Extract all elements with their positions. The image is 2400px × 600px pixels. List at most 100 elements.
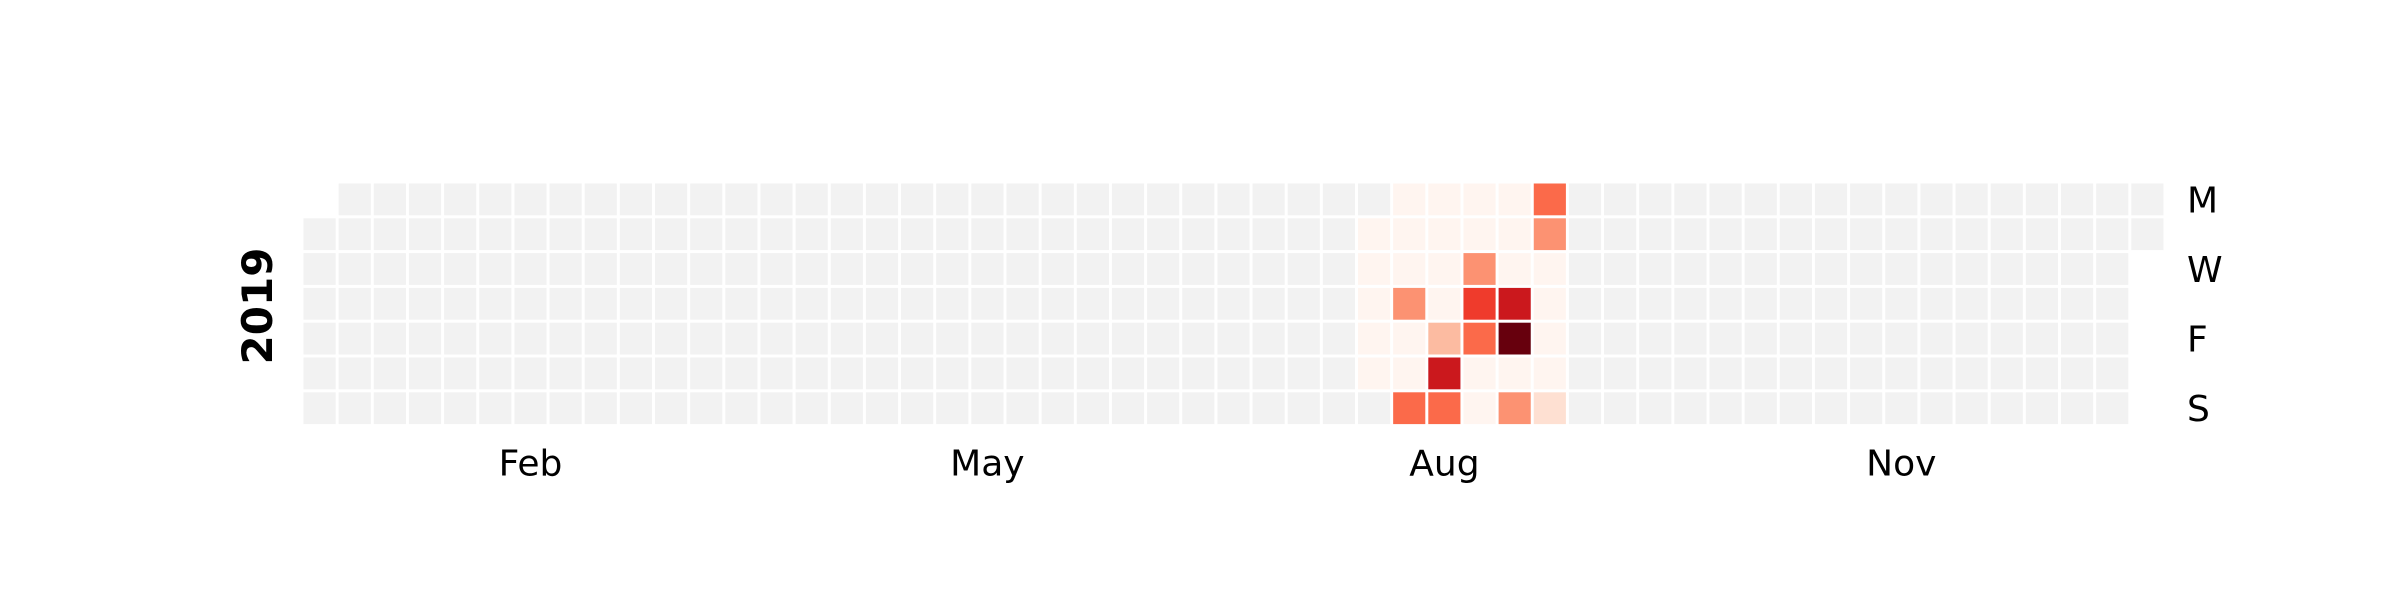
day-cell xyxy=(1568,253,1602,285)
day-cell xyxy=(830,322,863,355)
day-cell xyxy=(1252,183,1285,216)
day-cell xyxy=(1217,218,1250,251)
day-cell xyxy=(584,287,617,320)
day-cell xyxy=(1006,218,1039,251)
month-label: Aug xyxy=(1409,444,1479,485)
day-cell xyxy=(479,218,512,251)
day-cell xyxy=(1850,287,1883,320)
day-cell xyxy=(338,253,371,285)
day-cell xyxy=(549,392,582,425)
day-cell xyxy=(1850,218,1883,251)
day-cell xyxy=(690,183,723,216)
day-cell xyxy=(1850,357,1883,390)
day-cell xyxy=(1639,218,1672,251)
day-cell xyxy=(865,218,899,251)
day-cell xyxy=(795,183,828,216)
day-cell xyxy=(1709,218,1742,251)
day-cell xyxy=(1393,322,1426,355)
day-cell xyxy=(760,392,793,425)
day-cell xyxy=(1076,183,1109,216)
day-cell xyxy=(1779,183,1812,216)
day-cell xyxy=(1498,392,1531,425)
day-cell xyxy=(1358,287,1391,320)
day-cell xyxy=(1639,253,1672,285)
day-cell xyxy=(1498,287,1531,320)
day-cell xyxy=(936,218,969,251)
day-cell xyxy=(1463,253,1496,285)
day-cell xyxy=(1814,253,1848,285)
day-cell xyxy=(1252,392,1285,425)
day-cell xyxy=(1604,218,1637,251)
day-cell xyxy=(1990,253,2023,285)
day-cell xyxy=(1428,357,1461,390)
day-cell xyxy=(303,218,336,251)
day-cell xyxy=(1041,253,1074,285)
weekday-label: F xyxy=(2187,320,2208,361)
day-cell xyxy=(901,392,934,425)
day-cell xyxy=(1639,322,1672,355)
day-cell xyxy=(1076,253,1109,285)
day-cell xyxy=(1428,287,1461,320)
day-cell xyxy=(1006,183,1039,216)
day-cell xyxy=(1955,287,1988,320)
day-cell xyxy=(619,183,652,216)
day-cell xyxy=(514,287,547,320)
day-cell xyxy=(655,218,688,251)
day-cell xyxy=(690,322,723,355)
day-cell xyxy=(1744,392,1777,425)
day-cell xyxy=(338,357,371,390)
day-cell xyxy=(1076,357,1109,390)
day-cell xyxy=(1006,287,1039,320)
day-cell xyxy=(1182,322,1215,355)
day-cell xyxy=(971,322,1004,355)
day-cell xyxy=(901,322,934,355)
day-cell xyxy=(444,253,477,285)
day-cell xyxy=(1990,218,2023,251)
day-cell xyxy=(1217,322,1250,355)
day-cell xyxy=(1885,183,1918,216)
day-cell xyxy=(1463,183,1496,216)
day-cell xyxy=(1744,218,1777,251)
day-cell xyxy=(795,287,828,320)
day-cell xyxy=(830,218,863,251)
day-cell xyxy=(1322,322,1355,355)
day-cell xyxy=(1920,392,1953,425)
weekday-label: W xyxy=(2187,250,2223,291)
day-cell xyxy=(2096,287,2129,320)
day-cell xyxy=(2025,392,2058,425)
day-cell xyxy=(1850,392,1883,425)
day-cell xyxy=(760,253,793,285)
day-cell xyxy=(1287,392,1320,425)
day-cell xyxy=(1533,218,1566,251)
day-cell xyxy=(1533,253,1566,285)
day-cell xyxy=(1041,322,1074,355)
day-cell xyxy=(584,322,617,355)
day-cell xyxy=(1955,253,1988,285)
day-cell xyxy=(1814,357,1848,390)
day-cell xyxy=(1604,322,1637,355)
day-cell xyxy=(1955,218,1988,251)
day-cell xyxy=(865,322,899,355)
day-cell xyxy=(1041,357,1074,390)
heatmap-cells xyxy=(303,183,2164,425)
day-cell xyxy=(1111,183,1145,216)
day-cell xyxy=(1850,322,1883,355)
month-label: Nov xyxy=(1866,444,1936,485)
month-label: May xyxy=(950,444,1024,485)
day-cell xyxy=(303,322,336,355)
day-cell xyxy=(971,183,1004,216)
day-cell xyxy=(655,322,688,355)
day-cell xyxy=(1674,218,1707,251)
day-cell xyxy=(1006,322,1039,355)
day-cell xyxy=(1006,392,1039,425)
day-cell xyxy=(619,392,652,425)
day-cell xyxy=(1498,218,1531,251)
day-cell xyxy=(1674,183,1707,216)
day-cell xyxy=(1779,357,1812,390)
day-cell xyxy=(865,392,899,425)
day-cell xyxy=(1041,392,1074,425)
day-cell xyxy=(1885,253,1918,285)
day-cell xyxy=(971,357,1004,390)
day-cell xyxy=(1498,357,1531,390)
day-cell xyxy=(971,253,1004,285)
